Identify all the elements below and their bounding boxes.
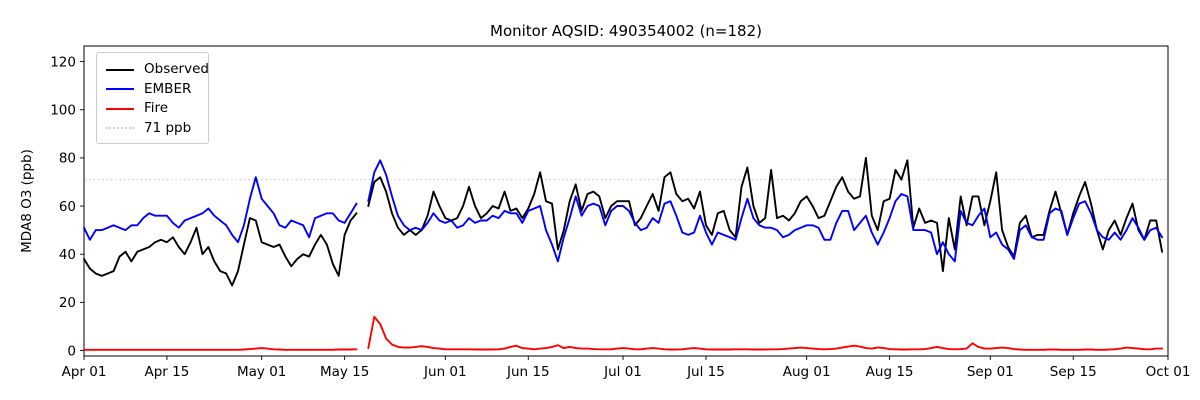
y-tick-label: 60: [59, 199, 76, 215]
legend-line-ember-icon: [106, 88, 134, 91]
legend-label-observed: Observed: [144, 61, 209, 77]
x-tick-label: Apr 15: [145, 364, 190, 380]
legend-entry-observed: Observed: [106, 60, 209, 79]
legend-line-observed-icon: [106, 68, 134, 71]
x-tick-label: Jun 15: [506, 364, 550, 380]
legend-entry-ember: EMBER: [106, 80, 200, 99]
legend-line-threshold-icon: [106, 127, 134, 130]
x-tick-label: Sep 15: [1050, 364, 1097, 380]
y-tick-label: 20: [59, 295, 76, 311]
y-tick-label: 80: [59, 151, 76, 167]
y-axis-label: MDA8 O3 (ppb): [19, 149, 35, 253]
x-tick-label: May 15: [320, 364, 369, 380]
x-tick-label: Jul 01: [603, 364, 642, 380]
legend-entry-fire: Fire: [106, 99, 200, 118]
legend-label-fire: Fire: [144, 100, 169, 117]
y-tick-label: 40: [59, 247, 76, 263]
x-tick-label: Aug 01: [783, 364, 831, 380]
x-tick-label: Apr 01: [62, 364, 107, 380]
y-tick-label: 100: [50, 103, 76, 119]
x-tick-label: Jul 15: [686, 364, 725, 380]
x-tick-label: May 01: [237, 364, 286, 380]
ember-line: [83, 159, 1164, 263]
legend: Observed EMBER Fire 71 ppb: [96, 52, 209, 144]
legend-entry-threshold: 71 ppb: [106, 119, 200, 138]
legend-label-ember: EMBER: [144, 80, 192, 97]
y-tick-label: 0: [67, 343, 76, 359]
fire-line: [83, 315, 1164, 351]
x-tick-label: Oct 01: [1146, 364, 1191, 380]
legend-line-fire-icon: [106, 107, 134, 110]
x-tick-label: Sep 01: [967, 364, 1014, 380]
x-tick-label: Jun 01: [423, 364, 467, 380]
legend-label-threshold: 71 ppb: [144, 119, 192, 136]
observed-line: [83, 156, 1164, 287]
chart-title: Monitor AQSID: 490354002 (n=182): [490, 22, 762, 40]
x-tick-label: Aug 15: [866, 364, 914, 380]
y-tick-label: 120: [50, 54, 76, 70]
